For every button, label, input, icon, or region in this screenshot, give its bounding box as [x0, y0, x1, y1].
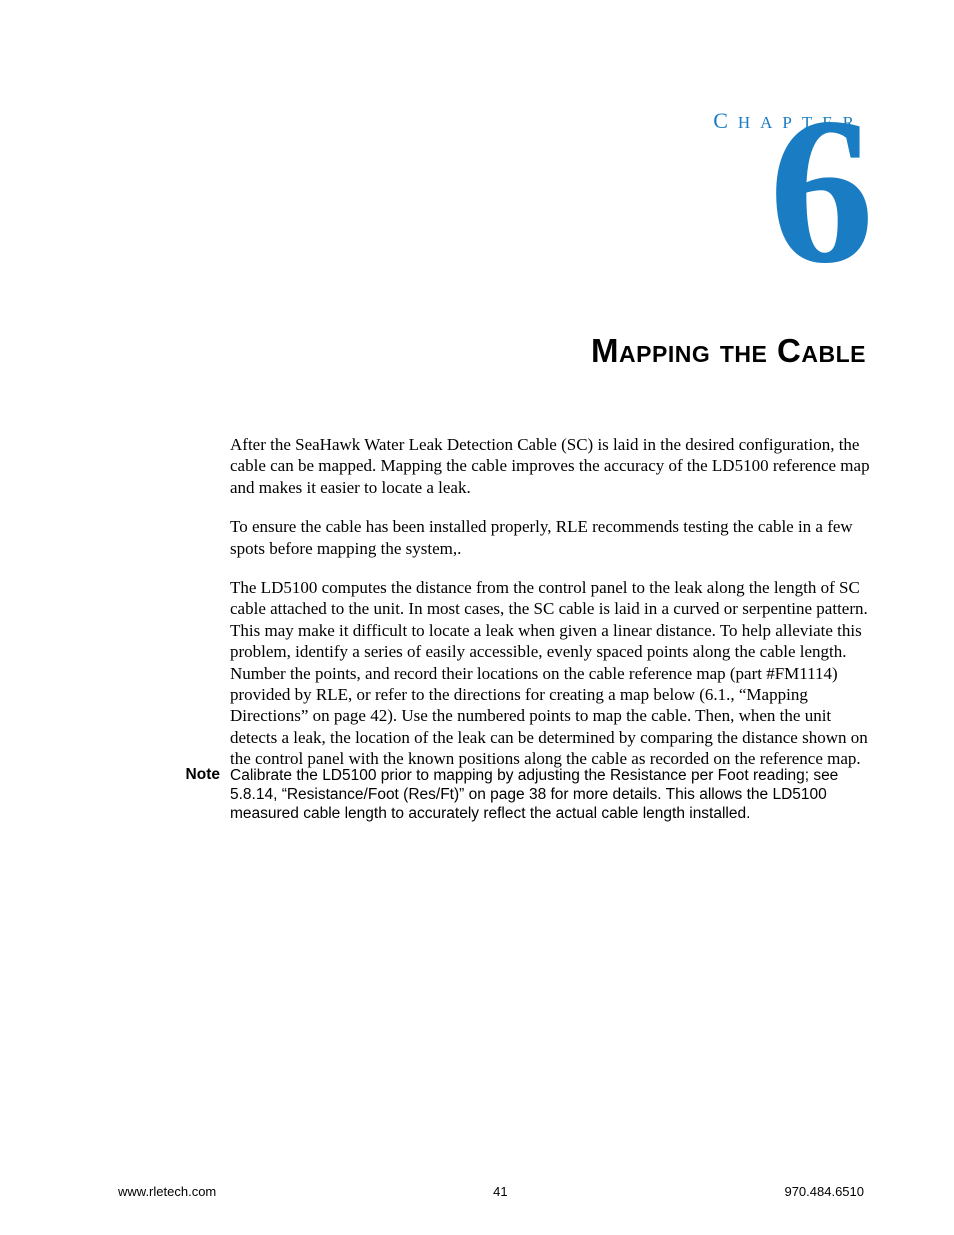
chapter-label-cap: C	[713, 108, 738, 133]
page-footer: www.rletech.com 41 970.484.6510	[0, 1184, 954, 1199]
paragraph-3: The LD5100 computes the distance from th…	[230, 577, 870, 770]
note-text: Calibrate the LD5100 prior to mapping by…	[230, 766, 870, 824]
document-page: CHAPTER 6 Mapping the Cable After the Se…	[0, 0, 954, 1235]
footer-left: www.rletech.com	[118, 1184, 216, 1199]
chapter-number: 6	[769, 86, 874, 296]
chapter-title: Mapping the Cable	[591, 332, 866, 370]
paragraph-1: After the SeaHawk Water Leak Detection C…	[230, 434, 870, 498]
body-text: After the SeaHawk Water Leak Detection C…	[230, 434, 870, 788]
footer-page-number: 41	[493, 1184, 507, 1199]
footer-right: 970.484.6510	[784, 1184, 864, 1199]
note-label: Note	[120, 766, 230, 784]
note-block: Note Calibrate the LD5100 prior to mappi…	[120, 766, 870, 824]
paragraph-2: To ensure the cable has been installed p…	[230, 516, 870, 559]
